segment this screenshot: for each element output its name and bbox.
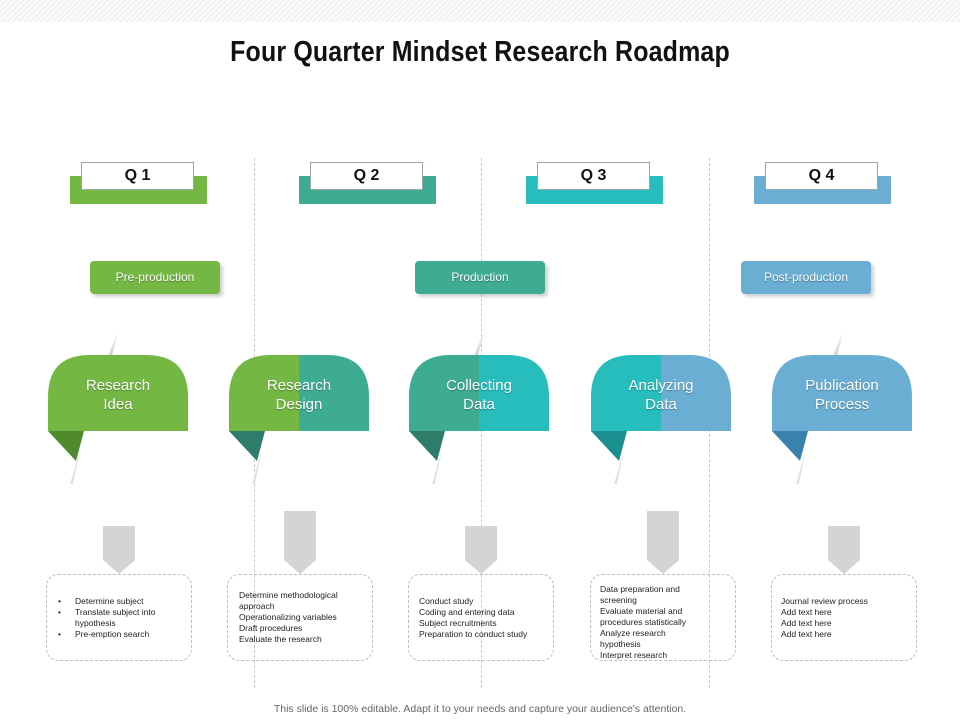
- phase-pre-production: Pre-production: [90, 261, 220, 294]
- detail-item: Analyze research hypothesis: [600, 628, 666, 649]
- detail-item: Coding and entering data: [419, 607, 515, 617]
- down-arrow-icon: [828, 526, 860, 574]
- detail-item: Add text here: [781, 618, 832, 628]
- down-arrow-icon: [647, 511, 679, 574]
- detail-item: Add text here: [781, 629, 832, 639]
- detail-item: Evaluate the research: [239, 634, 322, 644]
- quarter-tab-q4: Q 4: [754, 162, 891, 204]
- footer-note: This slide is 100% editable. Adapt it to…: [273, 703, 687, 715]
- phase-production: Production: [415, 261, 545, 294]
- connector-line: [70, 450, 80, 484]
- detail-item: Operationalizing variables: [239, 612, 337, 622]
- details-box-research-idea: • Determine subject • Translate subject in…: [46, 574, 192, 661]
- step-research-idea: Research Idea: [48, 355, 188, 490]
- speech-bubble-shape: [772, 355, 912, 461]
- details-box-analyzing-data: Data preparation and screening Evaluate …: [590, 574, 736, 661]
- step-publication-process: Publication Process: [772, 355, 912, 490]
- connector-line: [252, 450, 262, 484]
- down-arrow-icon: [284, 511, 316, 574]
- quarter-label: Q 4: [765, 162, 878, 190]
- bubble-tail: [229, 431, 265, 461]
- bubble-half: [48, 355, 118, 431]
- quarter-tab-q1: Q 1: [70, 162, 207, 204]
- step-collecting-data: Collecting Data: [409, 355, 549, 490]
- detail-item: Determine methodological approach: [239, 590, 338, 611]
- detail-item: • Translate subject into hypothesis: [58, 607, 156, 628]
- bubble-half: [591, 355, 661, 431]
- detail-item: Evaluate material and procedures statist…: [600, 606, 686, 627]
- bubble-half: [661, 355, 731, 431]
- bubble-half: [842, 355, 912, 431]
- step-label: Publication Process: [805, 377, 879, 413]
- down-arrow-icon: [103, 526, 135, 574]
- bubble-half: [409, 355, 479, 431]
- details-box-research-design: Determine methodological approach Operat…: [227, 574, 373, 661]
- step-label: Research Idea: [85, 377, 151, 413]
- step-label: Research Design: [266, 377, 332, 413]
- detail-item: Draft procedures: [239, 623, 303, 633]
- details-box-collecting-data: Conduct study Coding and entering data S…: [408, 574, 554, 661]
- page-title: Four Quarter Mindset Research Roadmap: [230, 36, 730, 68]
- quarter-label: Q 2: [310, 162, 423, 190]
- detail-item: Subject recruitments: [419, 618, 497, 628]
- detail-item: Interpret research: [600, 650, 668, 660]
- bubble-half: [772, 355, 842, 431]
- detail-item: • Determine subject: [58, 596, 144, 606]
- step-research-design: Research Design: [229, 355, 369, 490]
- bubble-half: [118, 355, 188, 431]
- quarter-tab-q3: Q 3: [526, 162, 663, 204]
- phase-post-production: Post-production: [741, 261, 871, 294]
- detail-item: Preparation to conduct study: [419, 629, 528, 639]
- detail-item: Add text here: [781, 607, 832, 617]
- details-box-publication-process: Journal review process Add text here Add…: [771, 574, 917, 661]
- step-label: Analyzing Data: [628, 377, 694, 413]
- quarter-label: Q 3: [537, 162, 650, 190]
- bubble-tail: [591, 431, 627, 461]
- step-analyzing-data: Analyzing Data: [591, 355, 731, 490]
- connector-line: [833, 326, 845, 356]
- connector-line: [614, 450, 624, 484]
- bubble-half: [479, 355, 549, 431]
- speech-bubble-shape: [229, 355, 369, 461]
- down-arrow-icon: [465, 526, 497, 574]
- bubble-half: [229, 355, 299, 431]
- detail-item: Conduct study: [419, 596, 474, 606]
- speech-bubble-shape: [409, 355, 549, 461]
- detail-item: Data preparation and screening: [600, 584, 680, 605]
- quarter-tab-q2: Q 2: [299, 162, 436, 204]
- bubble-tail: [48, 431, 84, 461]
- quarter-label: Q 1: [81, 162, 194, 190]
- detail-item: • Pre-emption search: [58, 629, 150, 639]
- connector-line: [432, 450, 442, 484]
- connector-line: [474, 326, 486, 356]
- step-label: Collecting Data: [446, 377, 512, 413]
- connector-line: [108, 326, 120, 356]
- speech-bubble-shape: [591, 355, 731, 461]
- detail-item: Journal review process: [781, 596, 868, 606]
- bubble-tail: [409, 431, 445, 461]
- top-decorative-band: [0, 0, 960, 22]
- speech-bubble-shape: [48, 355, 188, 461]
- connector-line: [796, 450, 806, 484]
- bubble-tail: [772, 431, 808, 461]
- bubble-half: [299, 355, 369, 431]
